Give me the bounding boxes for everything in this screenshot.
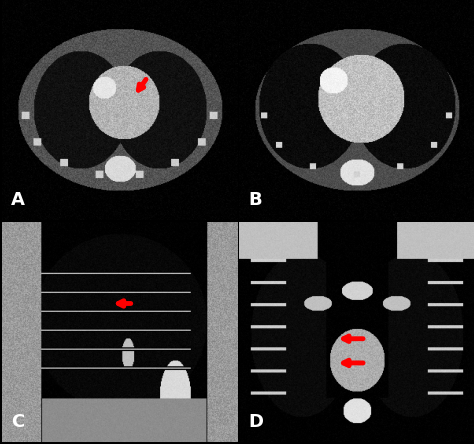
Text: A: A bbox=[11, 191, 25, 209]
Text: D: D bbox=[248, 413, 263, 431]
Text: B: B bbox=[248, 191, 262, 209]
Text: C: C bbox=[11, 413, 25, 431]
